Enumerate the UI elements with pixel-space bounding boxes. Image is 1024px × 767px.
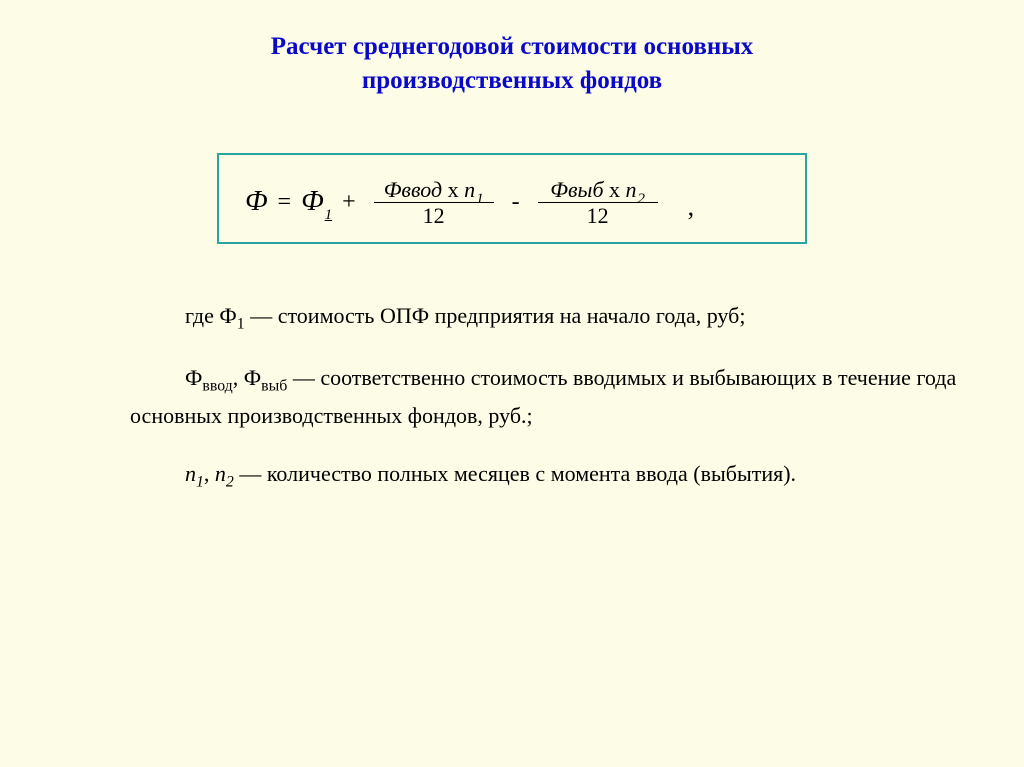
formula-lhs: Ф bbox=[245, 186, 268, 218]
d3-sub1: 1 bbox=[196, 473, 204, 490]
frac2-num-sym: n bbox=[626, 177, 637, 202]
d1-sub: 1 bbox=[237, 315, 245, 332]
frac1-num-op: х bbox=[448, 177, 459, 202]
d2-sym2: Ф bbox=[244, 365, 261, 390]
frac1-num-left: Фввод bbox=[384, 177, 442, 202]
formula-box: Ф = Ф1 + Фввод х n1 12 - Фвыб х n2 12 , bbox=[217, 153, 807, 245]
fraction-1: Фввод х n1 12 bbox=[374, 177, 494, 229]
fraction-2: Фвыб х n2 12 bbox=[538, 177, 658, 229]
equals-sign: = bbox=[278, 189, 292, 216]
minus-sign: - bbox=[512, 189, 520, 216]
d2-sym1: Ф bbox=[185, 365, 202, 390]
slide-title: Расчет среднегодовой стоимости основных … bbox=[0, 0, 1024, 108]
term1-symbol: Ф bbox=[301, 186, 324, 217]
d2-sub2: выб bbox=[261, 377, 287, 394]
title-line-1: Расчет среднегодовой стоимости основных bbox=[271, 33, 754, 60]
term1-sub: 1 bbox=[325, 207, 333, 223]
d1-pre: где Ф bbox=[185, 303, 237, 328]
frac1-denominator: 12 bbox=[419, 203, 449, 228]
definition-1: где Ф1 — стоимость ОПФ предприятия на на… bbox=[130, 299, 994, 337]
title-line-2: производственных фондов bbox=[362, 67, 662, 94]
definitions: где Ф1 — стоимость ОПФ предприятия на на… bbox=[130, 299, 994, 495]
frac2-numerator: Фвыб х n2 bbox=[538, 177, 658, 203]
frac1-num-sym: n bbox=[464, 177, 475, 202]
d2-sep: , bbox=[233, 365, 244, 390]
definition-3: n1, n2 — количество полных месяцев с мом… bbox=[130, 457, 994, 495]
formula-term1: Ф1 bbox=[301, 186, 332, 218]
frac2-num-left: Фвыб bbox=[550, 177, 603, 202]
plus-sign: + bbox=[342, 189, 356, 216]
d3-sym1: n bbox=[185, 461, 196, 486]
frac2-num-sub: 2 bbox=[638, 191, 646, 207]
formula-trailing-comma: , bbox=[688, 192, 695, 222]
d3-sep: , bbox=[204, 461, 215, 486]
d2-sub1: ввод bbox=[202, 377, 232, 394]
d1-post: — стоимость ОПФ предприятия на начало го… bbox=[245, 303, 746, 328]
frac1-numerator: Фввод х n1 bbox=[374, 177, 494, 203]
frac2-num-op: х bbox=[609, 177, 620, 202]
formula: Ф = Ф1 + Фввод х n1 12 - Фвыб х n2 12 , bbox=[245, 177, 779, 229]
d3-sub2: 2 bbox=[226, 473, 234, 490]
d3-sym2: n bbox=[215, 461, 226, 486]
d3-post: — количество полных месяцев с момента вв… bbox=[234, 461, 796, 486]
definition-2: Фввод, Фвыб — соответственно стоимость в… bbox=[130, 361, 994, 433]
frac2-denominator: 12 bbox=[583, 203, 613, 228]
frac1-num-sub: 1 bbox=[476, 191, 484, 207]
